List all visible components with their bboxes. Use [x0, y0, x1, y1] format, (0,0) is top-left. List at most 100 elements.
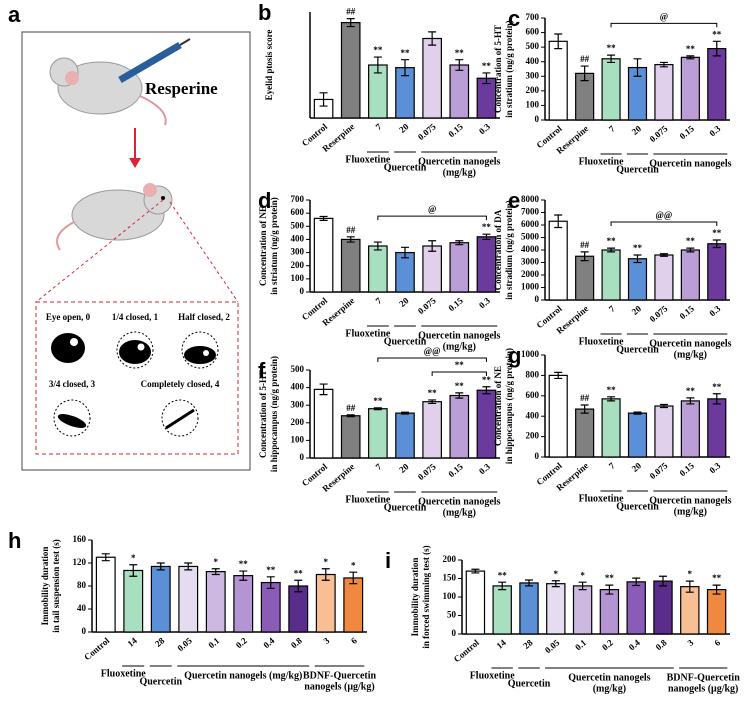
bar	[422, 37, 442, 119]
significance: ##	[580, 54, 590, 64]
bracket	[610, 22, 718, 28]
panel-frame	[21, 31, 251, 471]
error-bar	[428, 240, 437, 252]
y-tick-label: 200	[443, 554, 457, 564]
y-tick-label: 600	[526, 27, 540, 37]
group-label: Quercetin	[384, 502, 427, 513]
y-tick-label: 7000	[521, 207, 540, 217]
bar	[654, 254, 674, 301]
eye-label: 1/4 closed, 1	[112, 312, 159, 322]
y-axis-label: Immobility duration	[40, 547, 50, 626]
eye	[184, 346, 216, 364]
error-bar	[455, 240, 464, 246]
y-tick-label: 4000	[521, 244, 540, 254]
y-tick-label: 50	[447, 610, 457, 620]
y-tick-label: 500	[291, 220, 305, 230]
eye-outline	[161, 399, 199, 437]
panel-letter: c	[508, 6, 520, 31]
x-tick-label: Control	[82, 635, 112, 662]
bar	[601, 398, 621, 458]
group-label: Quercetin nanogels (mg/kg)	[184, 670, 302, 681]
bar	[575, 255, 595, 301]
bar	[465, 570, 486, 635]
significance: **	[607, 43, 617, 53]
error-bar	[266, 576, 275, 589]
group-label: nanogels (μg/kg)	[668, 683, 738, 694]
error-bar	[685, 580, 694, 593]
bar	[680, 586, 700, 635]
bar	[601, 249, 621, 301]
panel-a: a Resperine Eye open, 0 1/4 closed, 1 Ha…	[8, 2, 251, 471]
y-tick-label: 100	[443, 591, 457, 601]
error-bar	[471, 568, 480, 574]
x-tick-label: 0.4	[261, 635, 276, 650]
error-bar	[632, 577, 641, 587]
error-bar	[373, 407, 382, 411]
error-bar	[346, 236, 355, 243]
error-bar	[578, 581, 587, 591]
bar	[572, 585, 593, 635]
y-tick-label: 5000	[521, 232, 540, 242]
x-tick-label: 6	[349, 635, 359, 646]
y-axis-label: Concentration of 5-HT	[493, 25, 503, 113]
eye-label: Eye open, 0	[46, 312, 91, 322]
bracket	[431, 371, 487, 376]
x-tick-label: 28	[521, 637, 535, 651]
mouse-tail	[139, 95, 167, 126]
error-bar	[554, 33, 563, 50]
x-tick-label: 3	[321, 635, 331, 646]
y-axis-label: Concentration of DA	[493, 209, 503, 290]
significance: **	[455, 48, 465, 58]
error-bar	[373, 56, 382, 74]
error-bar	[605, 584, 614, 595]
eye	[51, 333, 85, 363]
significance: **	[607, 236, 617, 246]
eye	[165, 408, 195, 430]
bar	[150, 565, 171, 633]
y-tick-label: 0	[300, 286, 305, 296]
error-bar	[525, 579, 533, 587]
error-bar	[633, 411, 642, 415]
bar	[395, 412, 415, 459]
group-label: Fluoxetine	[101, 668, 147, 679]
bar	[680, 249, 700, 301]
y-tick-label: 800	[526, 369, 540, 379]
y-tick-label: 400	[291, 382, 305, 392]
panel-letter: a	[8, 2, 21, 27]
x-tick-label: 0.3	[707, 123, 722, 138]
y-tick-label: 120	[73, 557, 87, 567]
y-tick-label: 1000	[521, 282, 540, 292]
significance: *	[131, 553, 136, 563]
x-tick-label: 14	[126, 635, 140, 649]
group-label: Quercetin	[139, 676, 182, 687]
bar	[260, 581, 281, 633]
group-label: Fluoxetine	[345, 328, 391, 339]
bar	[422, 401, 442, 459]
group-label: Quercetin nanogels	[649, 158, 731, 169]
x-tick-label: 0.075	[648, 303, 670, 324]
y-tick-label: 0	[82, 626, 87, 636]
y-tick-label: 80	[77, 580, 87, 590]
bar	[546, 583, 566, 635]
bracket-label: **	[455, 360, 465, 370]
error-bar	[455, 392, 464, 399]
error-bar	[346, 18, 355, 28]
group-label: (mg/kg)	[593, 683, 626, 694]
y-tick-label: 400	[526, 56, 540, 66]
error-bar	[659, 575, 667, 587]
group-label: Quercetin	[616, 164, 659, 175]
bar	[548, 374, 568, 458]
significance: **	[482, 61, 492, 71]
x-tick-label: 0.075	[416, 295, 438, 316]
bar	[626, 581, 646, 635]
error-bar	[401, 411, 409, 415]
x-tick-label: 0.15	[446, 121, 465, 139]
x-tick-label: 0.1	[573, 637, 588, 652]
significance: ##	[580, 240, 590, 250]
bar	[492, 585, 512, 635]
x-tick-label: 0.3	[477, 295, 492, 310]
error-bar	[184, 562, 193, 571]
group-label: Fluoxetine	[579, 493, 625, 504]
y-axis-label: in hippocampus (ng/g protein)	[269, 356, 279, 472]
